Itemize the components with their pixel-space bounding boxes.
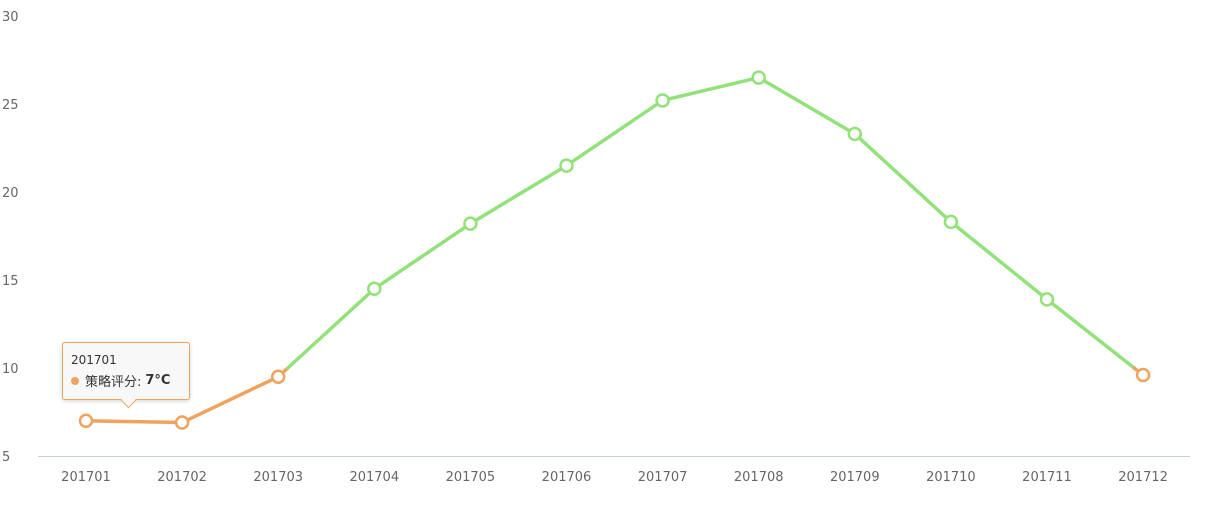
series-segment <box>180 375 280 425</box>
series-segment <box>468 163 569 226</box>
series-segment <box>286 287 377 370</box>
x-tick-label: 201703 <box>253 470 303 485</box>
data-point[interactable] <box>751 70 766 85</box>
tooltip-value: 7°C <box>145 373 171 388</box>
x-tick-label: 201702 <box>157 470 207 485</box>
x-tick-label: 201708 <box>734 470 784 485</box>
data-point[interactable] <box>78 413 94 429</box>
data-point[interactable] <box>1039 292 1055 307</box>
data-point[interactable] <box>655 93 670 108</box>
x-tick-label: 201707 <box>638 470 688 485</box>
series-segment <box>564 98 665 168</box>
y-tick-label: 15 <box>2 274 19 289</box>
series-segment <box>660 75 761 103</box>
series-dot-icon <box>71 376 79 385</box>
tooltip: 201701 策略评分: 7°C <box>62 342 190 409</box>
series-segment <box>372 221 473 291</box>
series-points <box>78 70 1151 430</box>
series-segment <box>853 132 953 224</box>
y-axis: 5 10 15 20 25 30 <box>2 10 19 465</box>
tooltip-series-label: 策略评分: <box>85 375 142 390</box>
tooltip-title: 201701 <box>71 353 117 367</box>
x-tick-label: 201701 <box>61 470 111 485</box>
data-point[interactable] <box>1135 367 1151 383</box>
x-axis: 201701 201702 201703 201704 201705 201706 2017… <box>61 470 1168 485</box>
data-point[interactable] <box>174 415 190 430</box>
x-tick-label: 201711 <box>1022 470 1072 485</box>
x-tick-label: 201705 <box>446 470 496 485</box>
x-tick-label: 201712 <box>1118 470 1168 485</box>
y-tick-label: 25 <box>2 98 19 113</box>
data-point[interactable] <box>270 369 286 385</box>
y-tick-label: 10 <box>2 362 19 377</box>
y-tick-label: 30 <box>2 10 19 25</box>
data-point[interactable] <box>367 281 382 297</box>
x-tick-label: 201706 <box>542 470 592 485</box>
y-tick-label: 20 <box>2 186 19 201</box>
tooltip-row: 策略评分: 7°C <box>71 371 181 390</box>
x-tick-label: 201704 <box>349 470 399 485</box>
x-tick-label: 201710 <box>926 470 976 485</box>
data-point[interactable] <box>943 214 959 230</box>
series-segment <box>756 75 857 136</box>
series-line <box>84 75 1145 425</box>
data-point[interactable] <box>559 158 574 173</box>
y-tick-label: 5 <box>2 450 10 465</box>
series-segment <box>84 419 184 425</box>
series-segment <box>1045 297 1136 370</box>
data-point[interactable] <box>847 126 863 142</box>
x-tick-label: 201709 <box>830 470 880 485</box>
series-segment <box>949 220 1049 302</box>
data-point[interactable] <box>463 216 478 231</box>
